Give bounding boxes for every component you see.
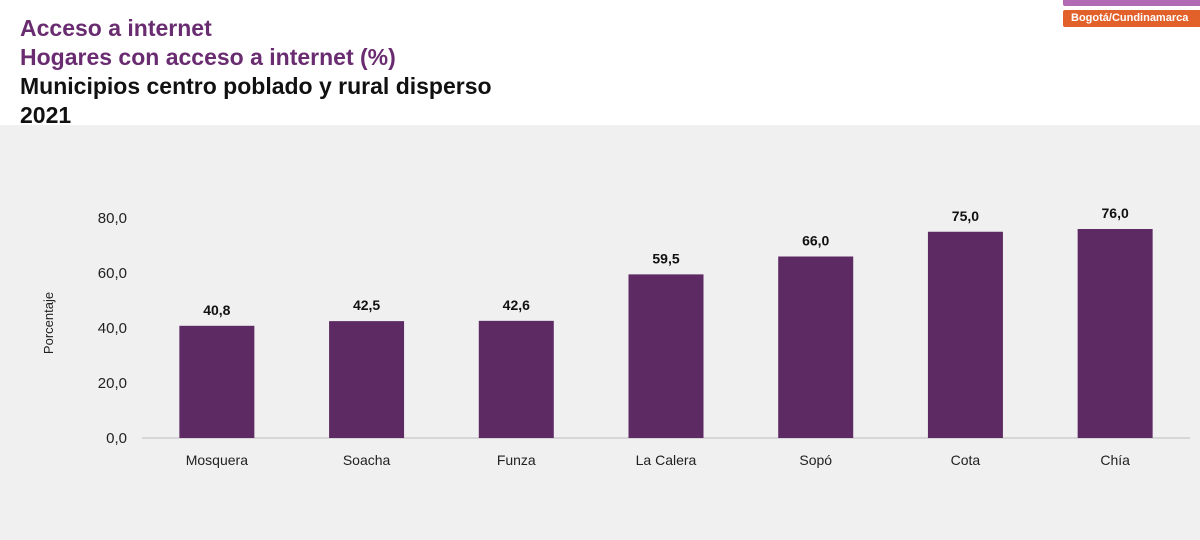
badge-stripe xyxy=(1063,0,1200,6)
data-label: 42,5 xyxy=(353,297,380,313)
y-axis-label: Porcentaje xyxy=(41,292,56,354)
data-label: 66,0 xyxy=(802,233,829,249)
x-tick-label: Funza xyxy=(497,452,536,468)
data-label: 59,5 xyxy=(652,250,679,266)
y-tick-label: 80,0 xyxy=(98,210,127,227)
bar xyxy=(778,256,854,438)
data-label: 75,0 xyxy=(952,208,979,224)
chart-year: 2021 xyxy=(20,102,72,128)
data-label: 42,6 xyxy=(503,297,530,313)
x-tick-label: Chía xyxy=(1100,452,1130,468)
y-tick-label: 60,0 xyxy=(98,265,127,282)
x-tick-label: Cota xyxy=(951,452,981,468)
data-label: 76,0 xyxy=(1102,205,1129,221)
chart-subtitle-2: Municipios centro poblado y rural disper… xyxy=(20,73,492,99)
chart-subtitle: Hogares con acceso a internet (%) xyxy=(20,44,396,70)
bar xyxy=(329,321,405,438)
page-title: Acceso a internet xyxy=(20,15,212,41)
y-tick-label: 40,0 xyxy=(98,320,127,337)
bar xyxy=(179,325,255,438)
bar xyxy=(927,231,1003,438)
bar xyxy=(628,274,704,438)
chart-header: Acceso a internet Hogares con acceso a i… xyxy=(20,14,492,130)
y-tick-label: 0,0 xyxy=(106,430,127,447)
x-tick-label: La Calera xyxy=(636,452,697,468)
x-tick-label: Mosquera xyxy=(186,452,248,468)
bar xyxy=(1077,229,1153,438)
x-tick-label: Soacha xyxy=(343,452,391,468)
y-tick-label: 20,0 xyxy=(98,375,127,392)
data-label: 40,8 xyxy=(203,302,230,318)
region-badge: Bogotá/Cundinamarca xyxy=(1063,10,1200,27)
bar xyxy=(478,320,554,438)
x-tick-label: Sopó xyxy=(799,452,832,468)
